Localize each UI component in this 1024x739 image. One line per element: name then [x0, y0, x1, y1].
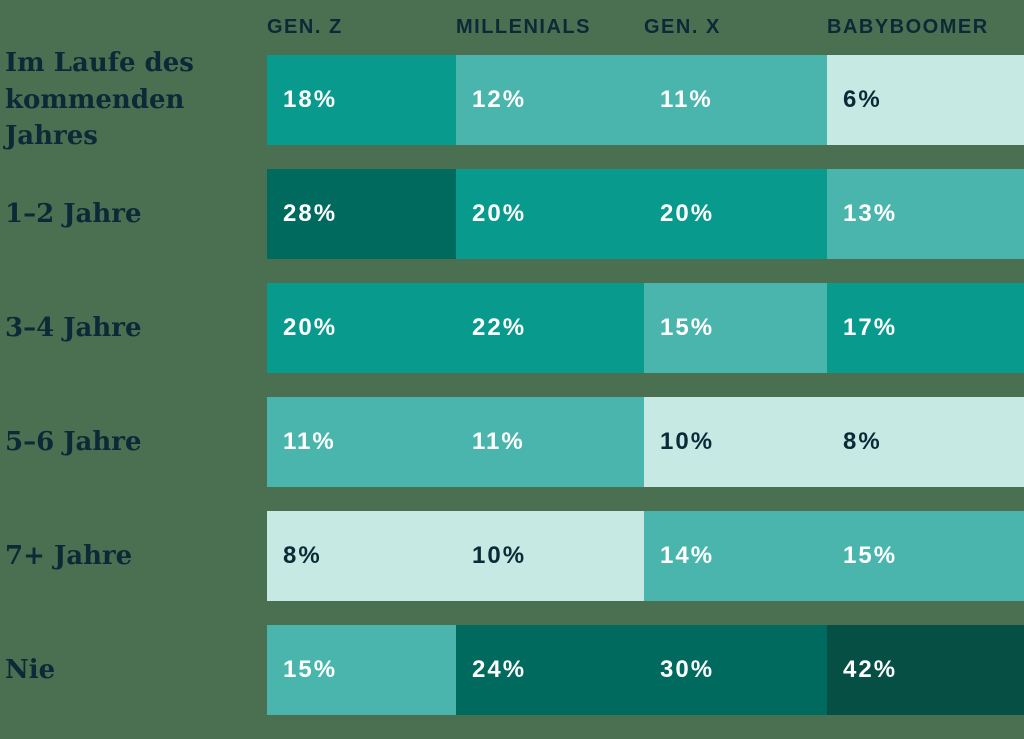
column-header-babyboomer: BABYBOOMER [827, 16, 989, 38]
heatmap-cell: 15% [827, 511, 1024, 601]
table-row: Nie 15% 24% 30% 42% [0, 625, 1024, 715]
heatmap-cell: 17% [827, 283, 1024, 373]
row-label: 7+ Jahre [5, 540, 133, 571]
heatmap-cell: 10% [456, 511, 644, 601]
heatmap-cell: 11% [644, 55, 827, 145]
heatmap-cell: 20% [456, 169, 644, 259]
heatmap-cell: 30% [644, 625, 827, 715]
heatmap-cell: 20% [267, 283, 456, 373]
row-label: Nie [5, 654, 56, 685]
row-label: 5–6 Jahre [5, 426, 142, 457]
heatmap-cell: 8% [827, 397, 1024, 487]
heatmap-cell: 22% [456, 283, 644, 373]
row-label: 3–4 Jahre [5, 312, 142, 343]
table-row: 5–6 Jahre 11% 11% 10% 8% [0, 397, 1024, 487]
header-spacer [0, 16, 267, 39]
table-row: Im Laufe des kommenden Jahres 18% 12% 11… [0, 47, 1024, 152]
row-label: 1–2 Jahre [5, 198, 142, 229]
heatmap-rows: Im Laufe des kommenden Jahres 18% 12% 11… [0, 47, 1024, 739]
column-header-gen-x: GEN. X [644, 16, 721, 38]
heatmap-cell: 18% [267, 55, 456, 145]
heatmap-cell: 20% [644, 169, 827, 259]
heatmap-cell: 11% [456, 397, 644, 487]
heatmap-cell: 42% [827, 625, 1024, 715]
table-row: 1–2 Jahre 28% 20% 20% 13% [0, 169, 1024, 259]
heatmap-cell: 24% [456, 625, 644, 715]
heatmap-cell: 8% [267, 511, 456, 601]
heatmap-cell: 10% [644, 397, 827, 487]
heatmap-cell: 28% [267, 169, 456, 259]
heatmap-cell: 12% [456, 55, 644, 145]
heatmap-cell: 14% [644, 511, 827, 601]
heatmap-cell: 15% [644, 283, 827, 373]
column-header-gen-z: GEN. Z [267, 16, 343, 38]
heatmap-cell: 11% [267, 397, 456, 487]
heatmap-cell: 13% [827, 169, 1024, 259]
row-label: Im Laufe des kommenden Jahres [5, 47, 194, 152]
column-headers: GEN. Z MILLENIALS GEN. X BABYBOOMER [0, 16, 1024, 39]
column-header-millenials: MILLENIALS [456, 16, 591, 38]
heatmap-cell: 6% [827, 55, 1024, 145]
table-row: 7+ Jahre 8% 10% 14% 15% [0, 511, 1024, 601]
heatmap-cell: 15% [267, 625, 456, 715]
table-row: 3–4 Jahre 20% 22% 15% 17% [0, 283, 1024, 373]
